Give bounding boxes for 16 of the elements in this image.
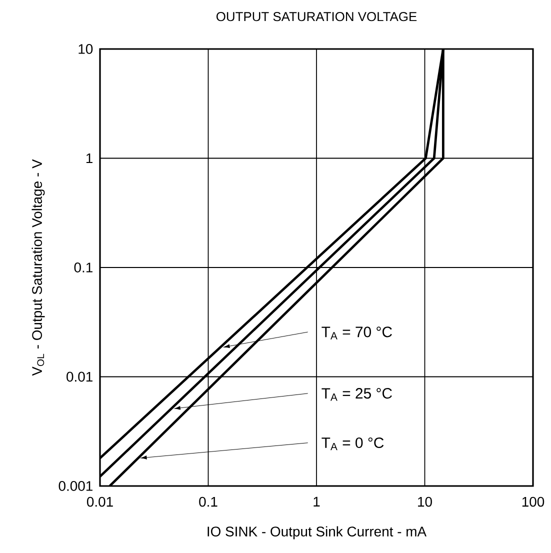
annotation: T$_{A}$ = 25 °C bbox=[322, 388, 392, 401]
y-tick-label: 1 bbox=[86, 153, 92, 164]
x-tick-label: 0.01 bbox=[86, 496, 113, 507]
y-tick-label: 0.01 bbox=[66, 372, 92, 382]
x-tick-label: 0.1 bbox=[199, 496, 218, 507]
annotation: T$_{A}$ = 70 °C bbox=[322, 326, 392, 340]
x-tick-label: 1 bbox=[314, 496, 320, 506]
y-tick-label: 10 bbox=[78, 44, 93, 54]
chart-title: OUTPUT SATURATION VOLTAGE bbox=[216, 12, 417, 22]
y-tick-label: 0.001 bbox=[58, 481, 92, 491]
x-tick-label: 10 bbox=[418, 496, 432, 507]
x-tick-label: 100 bbox=[522, 496, 544, 507]
annotation: T$_{A}$ = 0 °C bbox=[322, 437, 384, 450]
y-axis-title: V$_{OL}$ - Output Saturation Voltage - V bbox=[32, 159, 45, 376]
x-axis-title: IO SINK - Output Sink Current - mA bbox=[208, 526, 427, 540]
y-tick-label: 0.1 bbox=[74, 262, 92, 272]
